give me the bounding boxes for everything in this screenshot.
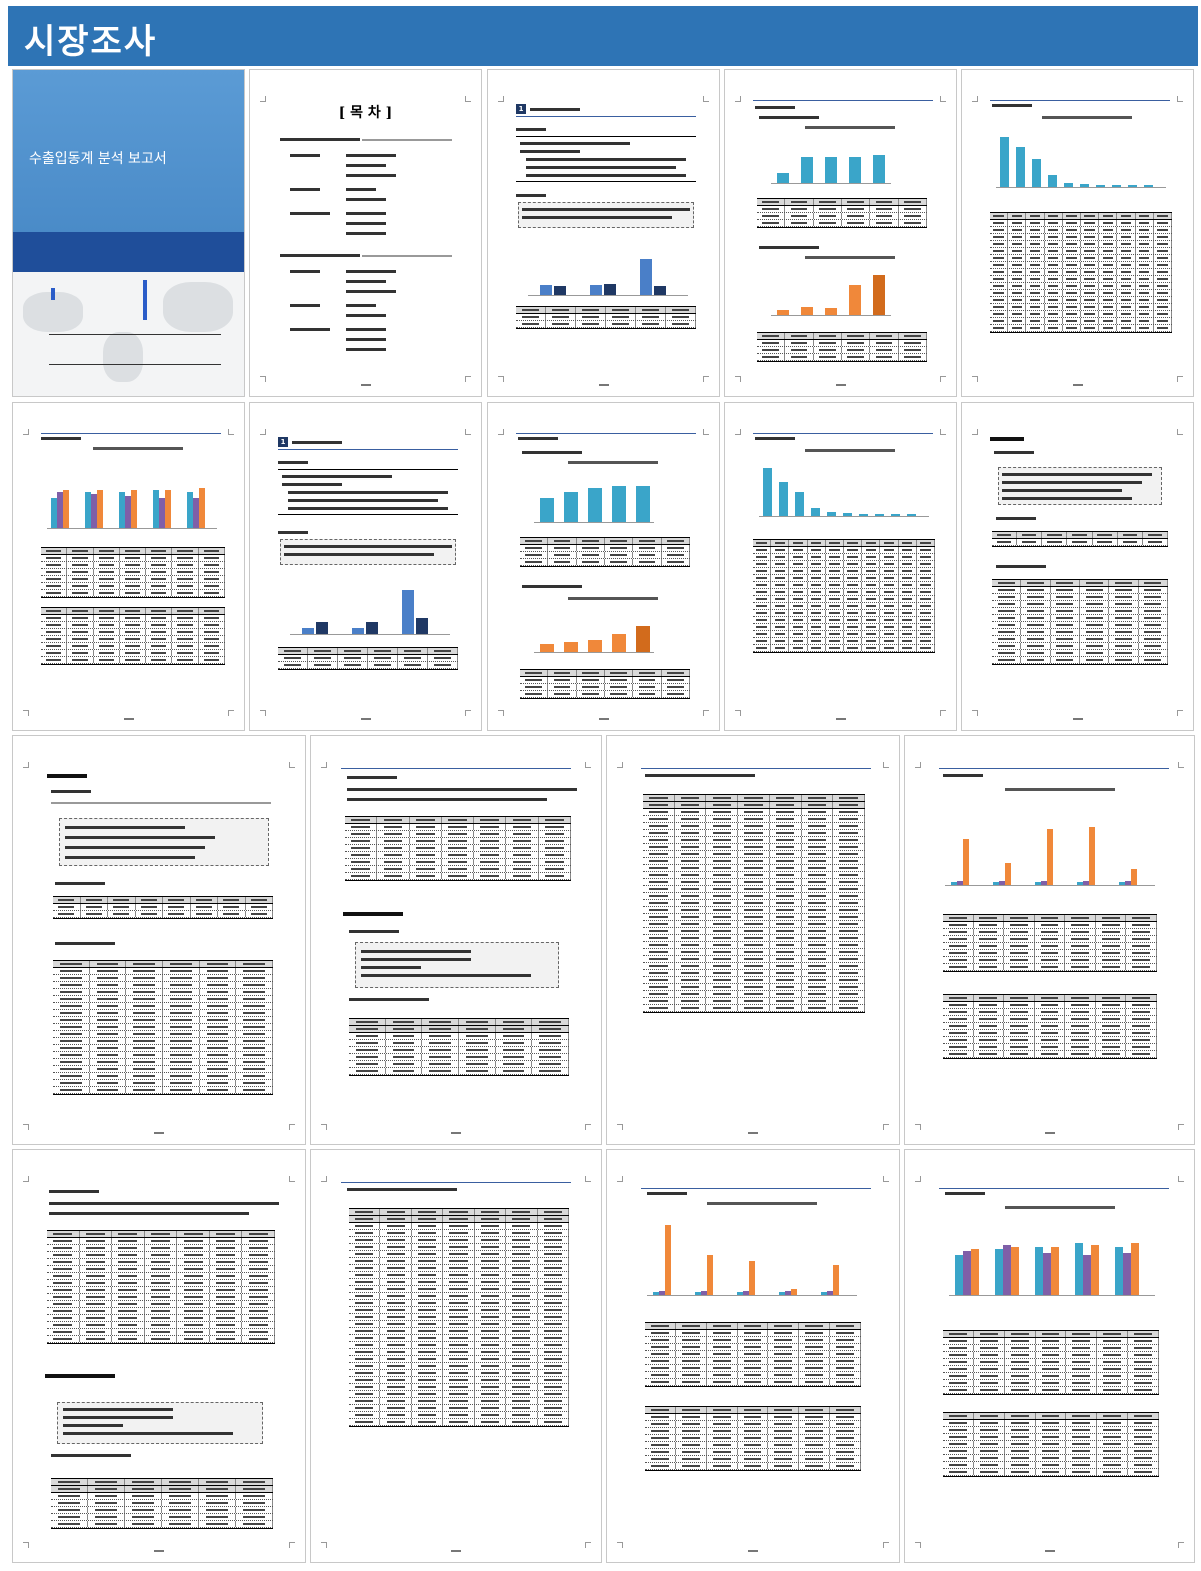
page-7[interactable]: 1	[249, 402, 482, 731]
bar-chart	[647, 1220, 857, 1296]
bar-chart	[949, 1234, 1155, 1296]
page-12[interactable]	[310, 735, 602, 1145]
page-6[interactable]	[12, 402, 245, 731]
cover-title: 수출입동계 분석 보고서	[29, 151, 167, 167]
banner-title: 시장조사	[24, 22, 158, 62]
banner: 시장조사	[8, 6, 1198, 66]
page-14[interactable]	[904, 735, 1195, 1145]
page-17[interactable]	[606, 1149, 900, 1563]
page-9[interactable]	[724, 402, 957, 731]
page-cover[interactable]: 수출입동계 분석 보고서	[12, 69, 245, 397]
bar-chart	[534, 609, 654, 653]
bar-chart	[290, 587, 450, 635]
page-18[interactable]	[904, 1149, 1195, 1563]
page-toc[interactable]: [ 목 차 ]	[249, 69, 482, 397]
page-10[interactable]	[961, 402, 1194, 731]
bar-chart	[534, 477, 654, 523]
page-4[interactable]	[724, 69, 957, 397]
section-badge: 1	[278, 437, 288, 447]
page-8[interactable]	[487, 402, 720, 731]
bar-chart	[771, 146, 891, 184]
chapter-heading	[47, 774, 87, 778]
bar-chart	[771, 270, 891, 316]
page-15[interactable]	[12, 1149, 306, 1563]
bar-chart	[759, 461, 929, 517]
section-badge: 1	[516, 104, 526, 114]
bar-chart	[528, 250, 688, 296]
bar-chart	[47, 473, 217, 529]
bar-chart	[945, 822, 1155, 886]
page-3[interactable]: 1	[487, 69, 720, 397]
page-11[interactable]	[12, 735, 306, 1145]
cover-header-panel	[13, 70, 244, 232]
cover-band	[13, 232, 244, 272]
toc-title: [ 목 차 ]	[338, 105, 393, 121]
page-13[interactable]	[606, 735, 900, 1145]
page-16[interactable]	[310, 1149, 602, 1563]
bar-chart	[996, 126, 1166, 188]
page-5[interactable]	[961, 69, 1194, 397]
